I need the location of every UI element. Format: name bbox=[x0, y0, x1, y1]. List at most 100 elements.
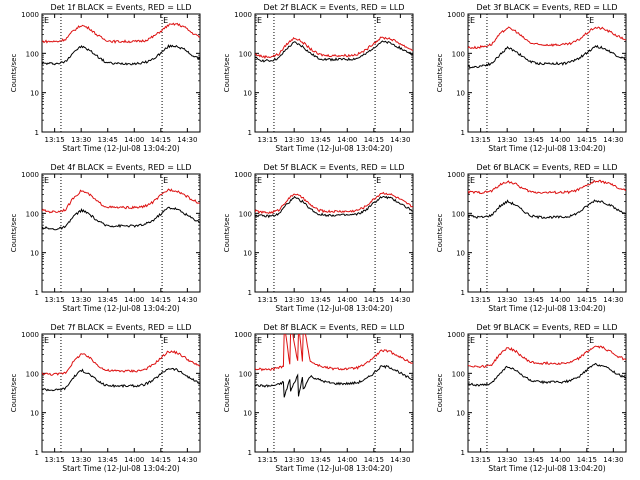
y-tick-label: 100 bbox=[26, 50, 39, 58]
x-tick-label: 13:30 bbox=[497, 296, 517, 304]
plot-frame bbox=[254, 333, 414, 453]
series-lld-line bbox=[255, 334, 413, 372]
x-tick-label: 14:00 bbox=[124, 296, 144, 304]
series-events-line bbox=[255, 364, 413, 398]
y-tick-label: 100 bbox=[26, 210, 39, 218]
x-tick-label: 13:45 bbox=[524, 456, 544, 464]
series-events-line bbox=[42, 206, 200, 231]
x-tick-label: 13:45 bbox=[311, 456, 331, 464]
y-tick-label: 10 bbox=[243, 410, 252, 418]
plot-frame bbox=[41, 13, 201, 133]
panel-det-3: Det 3f BLACK = Events, RED = LLD 1 10 100 10… bbox=[436, 3, 627, 153]
panel-det-8: Det 8f BLACK = Events, RED = LLD 1 10 100 10… bbox=[223, 323, 414, 473]
panel-det-5: Det 5f BLACK = Events, RED = LLD 1 10 100 10… bbox=[223, 163, 414, 313]
x-tick-label: 13:45 bbox=[98, 136, 118, 144]
x-tick-label: 14:30 bbox=[390, 296, 410, 304]
x-tick-label: 13:15 bbox=[45, 296, 65, 304]
y-tick-label: 1 bbox=[461, 449, 465, 457]
x-tick-label: 14:30 bbox=[177, 456, 197, 464]
x-tick-label: 14:30 bbox=[390, 456, 410, 464]
x-tick-label: 14:00 bbox=[124, 136, 144, 144]
x-tick-label: 13:45 bbox=[524, 296, 544, 304]
plot-frame bbox=[467, 333, 627, 453]
plot-frame bbox=[41, 173, 201, 293]
event-marker-label: E bbox=[163, 176, 168, 185]
x-tick-label: 13:30 bbox=[284, 296, 304, 304]
y-tick-label: 100 bbox=[239, 50, 252, 58]
y-axis-label: Counts/sec bbox=[436, 374, 444, 413]
y-axis-label: Counts/sec bbox=[10, 54, 18, 93]
y-tick-label: 100 bbox=[452, 50, 465, 58]
y-axis-label: Counts/sec bbox=[10, 374, 18, 413]
y-tick-label: 1 bbox=[248, 449, 252, 457]
y-tick-label: 1 bbox=[461, 289, 465, 297]
y-tick-label: 1 bbox=[35, 129, 39, 137]
y-tick-label: 1 bbox=[248, 129, 252, 137]
y-tick-label: 10 bbox=[456, 90, 465, 98]
y-tick-label: 1 bbox=[35, 449, 39, 457]
x-tick-label: 14:00 bbox=[337, 296, 357, 304]
event-marker-label: E bbox=[257, 176, 262, 185]
panel-det-2: Det 2f BLACK = Events, RED = LLD 1 10 100 10… bbox=[223, 3, 414, 153]
y-tick-label: 10 bbox=[456, 410, 465, 418]
x-tick-label: 14:15 bbox=[364, 136, 384, 144]
series-lld-line bbox=[42, 350, 200, 376]
y-tick-label: 10 bbox=[30, 90, 39, 98]
x-tick-label: 13:30 bbox=[284, 136, 304, 144]
x-tick-label: 13:15 bbox=[471, 136, 491, 144]
plot-frame bbox=[41, 333, 201, 453]
x-axis-label: Start Time (12-Jul-08 13:04:20) bbox=[62, 304, 179, 313]
plot-frame bbox=[467, 13, 627, 133]
x-tick-label: 14:30 bbox=[603, 456, 623, 464]
y-tick-label: 1 bbox=[461, 129, 465, 137]
x-axis-label: Start Time (12-Jul-08 13:04:20) bbox=[62, 464, 179, 473]
panel-det-7: Det 7f BLACK = Events, RED = LLD 1 10 100 10… bbox=[10, 323, 201, 473]
x-tick-label: 14:15 bbox=[151, 136, 171, 144]
y-axis-label: Counts/sec bbox=[436, 54, 444, 93]
x-tick-label: 14:00 bbox=[550, 456, 570, 464]
y-tick-label: 1000 bbox=[447, 331, 465, 339]
event-marker-label: E bbox=[376, 176, 381, 185]
series-lld-line bbox=[255, 191, 413, 215]
event-marker-label: E bbox=[376, 16, 381, 25]
event-marker-label: E bbox=[589, 176, 594, 185]
event-marker-label: E bbox=[44, 336, 49, 345]
y-tick-label: 1 bbox=[35, 289, 39, 297]
x-tick-label: 14:00 bbox=[550, 296, 570, 304]
x-tick-label: 14:00 bbox=[337, 456, 357, 464]
y-tick-label: 10 bbox=[243, 90, 252, 98]
x-tick-label: 13:15 bbox=[471, 296, 491, 304]
plot-frame bbox=[254, 173, 414, 293]
y-axis-label: Counts/sec bbox=[10, 214, 18, 253]
y-tick-label: 10 bbox=[243, 250, 252, 258]
series-events-line bbox=[468, 199, 626, 220]
panel-det-4: Det 4f BLACK = Events, RED = LLD 1 10 100 10… bbox=[10, 163, 201, 313]
y-axis-label: Counts/sec bbox=[223, 374, 231, 413]
x-tick-label: 13:30 bbox=[497, 136, 517, 144]
x-tick-label: 13:30 bbox=[497, 456, 517, 464]
x-tick-label: 13:15 bbox=[45, 136, 65, 144]
y-axis-label: Counts/sec bbox=[436, 214, 444, 253]
x-tick-label: 14:30 bbox=[603, 296, 623, 304]
y-tick-label: 1000 bbox=[21, 11, 39, 19]
y-tick-label: 10 bbox=[456, 250, 465, 258]
event-marker-label: E bbox=[376, 336, 381, 345]
x-tick-label: 13:15 bbox=[471, 456, 491, 464]
x-tick-label: 14:15 bbox=[364, 456, 384, 464]
y-tick-label: 100 bbox=[452, 370, 465, 378]
y-axis-label: Counts/sec bbox=[223, 54, 231, 93]
panel-det-9: Det 9f BLACK = Events, RED = LLD 1 10 100 10… bbox=[436, 323, 627, 473]
x-tick-label: 14:15 bbox=[577, 296, 597, 304]
y-tick-label: 1000 bbox=[447, 171, 465, 179]
y-tick-label: 1000 bbox=[447, 11, 465, 19]
x-tick-label: 13:30 bbox=[71, 456, 91, 464]
event-marker-label: E bbox=[257, 336, 262, 345]
x-axis-label: Start Time (12-Jul-08 13:04:20) bbox=[275, 304, 392, 313]
x-tick-label: 14:30 bbox=[177, 296, 197, 304]
x-tick-label: 13:30 bbox=[71, 296, 91, 304]
panel-title: Det 5f BLACK = Events, RED = LLD bbox=[263, 163, 404, 172]
x-axis-label: Start Time (12-Jul-08 13:04:20) bbox=[275, 464, 392, 473]
x-tick-label: 14:30 bbox=[603, 136, 623, 144]
x-tick-label: 13:45 bbox=[98, 456, 118, 464]
